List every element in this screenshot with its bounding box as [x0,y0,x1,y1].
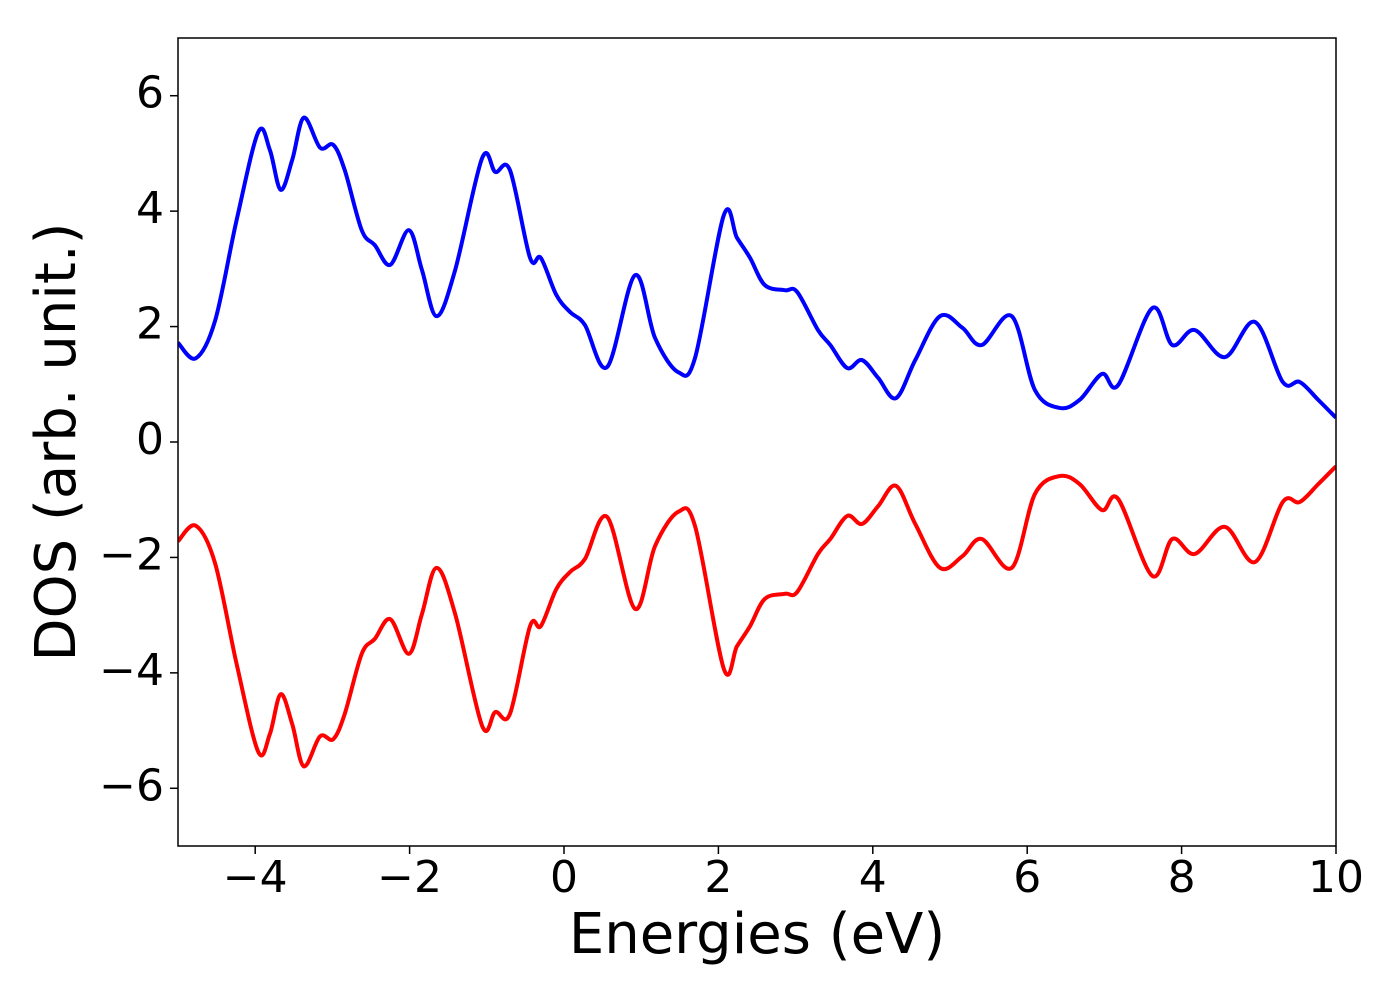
x-tick-label: −4 [223,852,288,903]
y-tick-label: −6 [99,760,164,811]
plot-frame [177,37,1337,847]
x-tick-label: 2 [704,852,732,903]
y-tick-label: 4 [136,183,164,234]
x-tick-label: 8 [1168,852,1196,903]
x-tick-label: 4 [859,852,887,903]
y-tick-label: −2 [99,529,164,580]
series-line [178,464,1336,769]
x-axis-label: Energies (eV) [569,902,945,967]
x-tick-label: 10 [1308,852,1364,903]
y-tick-label: −4 [99,645,164,696]
y-tick-label: 2 [136,299,164,350]
series-line [178,115,1336,420]
y-tick-label: 0 [136,414,164,465]
x-tick-label: 6 [1013,852,1041,903]
x-tick-label: 0 [550,852,578,903]
x-tick-label: −2 [377,852,442,903]
y-axis-label: DOS (arb. unit.) [24,222,89,661]
y-tick-label: 6 [136,68,164,119]
